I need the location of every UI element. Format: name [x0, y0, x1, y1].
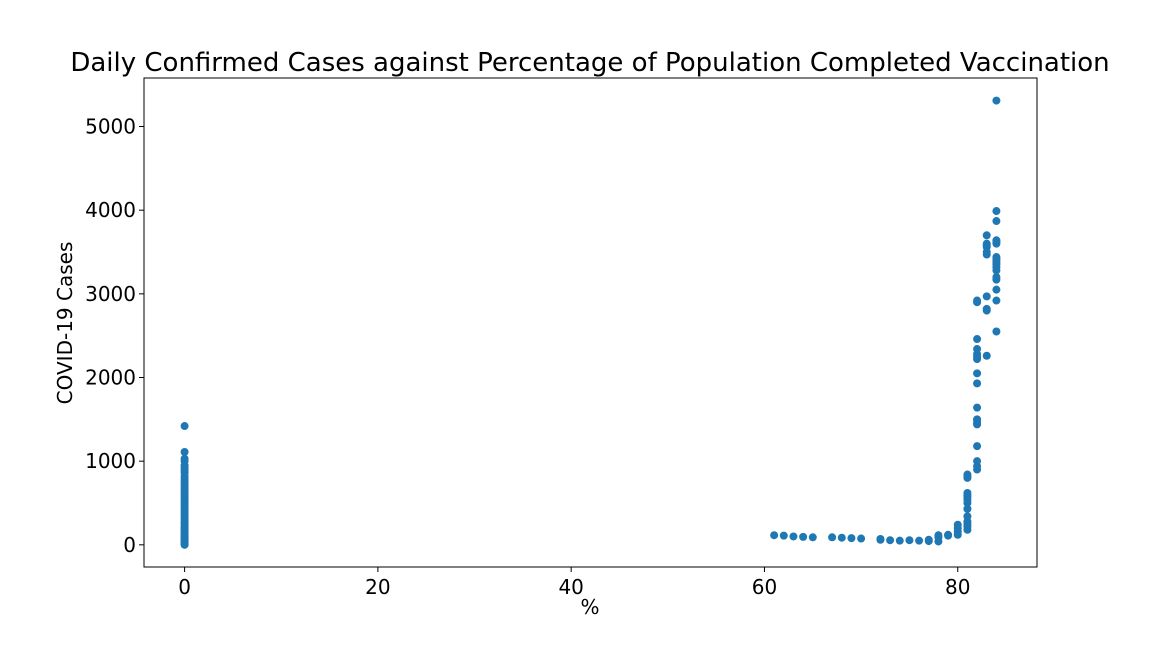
- data-point: [982, 231, 991, 240]
- data-point: [982, 292, 991, 301]
- x-tick-label: 20: [365, 575, 390, 599]
- y-tick-label: 0: [123, 533, 136, 557]
- data-point: [992, 260, 1001, 269]
- data-point: [992, 217, 1001, 226]
- data-point: [857, 534, 866, 543]
- data-point: [963, 470, 972, 479]
- data-point: [808, 533, 817, 542]
- data-point: [905, 536, 914, 545]
- data-point: [770, 531, 779, 540]
- data-point: [973, 345, 982, 354]
- y-tick-label: 2000: [85, 366, 136, 390]
- x-tick-label: 40: [558, 575, 583, 599]
- y-tick-label: 4000: [85, 198, 136, 222]
- data-point: [992, 253, 1001, 262]
- data-point: [973, 457, 982, 466]
- x-tick-label: 80: [945, 575, 970, 599]
- y-tick-label: 1000: [85, 449, 136, 473]
- data-point: [828, 533, 837, 542]
- chart-title: Daily Confirmed Cases against Percentage…: [70, 48, 1109, 78]
- y-axis-label: COVID-19 Cases: [53, 242, 77, 405]
- data-point: [779, 531, 788, 540]
- data-point: [992, 207, 1001, 216]
- data-point: [934, 531, 943, 540]
- data-point: [915, 536, 924, 545]
- data-point: [992, 236, 1001, 245]
- data-point: [895, 536, 904, 545]
- data-point: [973, 335, 982, 344]
- data-point: [973, 296, 982, 305]
- data-point: [963, 504, 972, 513]
- data-point: [973, 416, 982, 425]
- data-point: [982, 239, 991, 248]
- data-point: [180, 422, 189, 431]
- x-axis-ticks: 0 20 40 60 80: [178, 567, 970, 599]
- data-point: [982, 304, 991, 313]
- data-point: [944, 530, 953, 539]
- data-point: [799, 532, 808, 541]
- data-point: [973, 379, 982, 388]
- data-points: [180, 96, 1001, 549]
- data-point: [992, 296, 1001, 305]
- data-point: [847, 534, 856, 543]
- plot-area: [143, 77, 1038, 568]
- x-tick-label: 0: [178, 575, 191, 599]
- data-point: [953, 520, 962, 529]
- data-point: [973, 369, 982, 378]
- data-point: [876, 535, 885, 544]
- data-point: [963, 488, 972, 497]
- data-point: [924, 535, 933, 544]
- data-point: [886, 536, 895, 545]
- data-point: [180, 519, 189, 528]
- x-tick-label: 60: [752, 575, 777, 599]
- data-point: [992, 273, 1001, 282]
- data-point: [982, 351, 991, 360]
- data-point: [992, 285, 1001, 294]
- x-axis-label: %: [580, 595, 599, 619]
- data-point: [973, 442, 982, 451]
- y-axis-ticks: 0 1000 2000 3000 4000 5000: [85, 115, 144, 557]
- data-point: [180, 447, 189, 456]
- y-tick-label: 3000: [85, 282, 136, 306]
- data-point: [837, 533, 846, 542]
- data-point: [992, 96, 1001, 105]
- data-point: [992, 327, 1001, 336]
- data-point: [789, 532, 798, 541]
- y-tick-label: 5000: [85, 115, 136, 139]
- data-point: [973, 403, 982, 412]
- data-point: [963, 512, 972, 521]
